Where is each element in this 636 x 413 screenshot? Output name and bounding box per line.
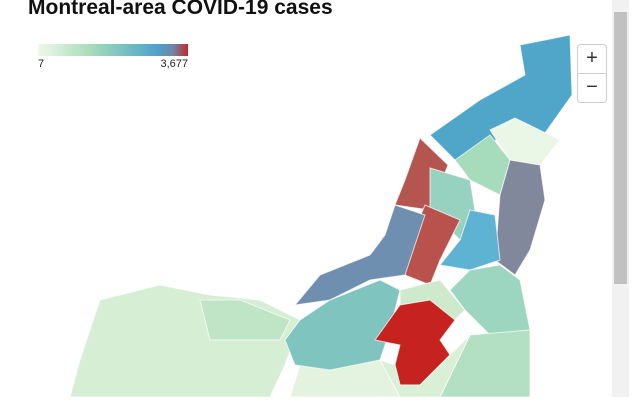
legend: 7 3,677 [38, 44, 188, 72]
zoom-out-button[interactable]: − [577, 73, 607, 103]
legend-gradient [38, 44, 188, 56]
region [69, 284, 301, 397]
legend-min-label: 7 [38, 58, 45, 70]
legend-max-label: 3,677 [160, 58, 188, 70]
region [494, 159, 546, 276]
scrollbar-thumb[interactable] [614, 12, 627, 284]
zoom-in-button[interactable]: + [577, 44, 607, 74]
region [284, 279, 401, 371]
region [293, 204, 426, 306]
region [449, 264, 531, 336]
map-title: Montreal-area COVID-19 cases [28, 0, 333, 19]
region [199, 299, 291, 341]
map [69, 34, 573, 397]
region [489, 117, 561, 166]
region [378, 334, 471, 397]
